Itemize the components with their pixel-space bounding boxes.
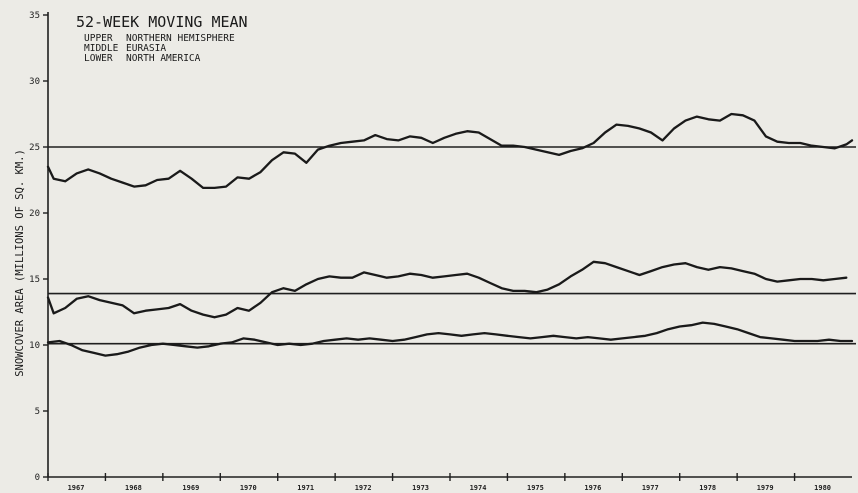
axes xyxy=(43,12,852,481)
x-tick-label: 1980 xyxy=(814,484,831,492)
y-axis-label: SNOWCOVER AREA (MILLIONS OF SQ. KM.) xyxy=(14,149,26,377)
chart-labels: 52-WEEK MOVING MEAN UPPER NORTHERN HEMIS… xyxy=(14,13,248,377)
y-tick-label: 30 xyxy=(29,77,40,87)
series-north-america xyxy=(46,321,854,357)
x-tick-label: 1974 xyxy=(470,484,487,492)
x-tick-label: 1975 xyxy=(527,484,544,492)
reference-lines xyxy=(48,146,856,345)
x-tick-label: 1970 xyxy=(240,484,257,492)
x-tick-label: 1973 xyxy=(412,484,429,492)
y-tick-label: 0 xyxy=(35,473,40,483)
x-tick-label: 1976 xyxy=(584,484,601,492)
y-tick-label: 20 xyxy=(29,209,40,219)
x-tick-label: 1969 xyxy=(182,484,199,492)
y-tick-label: 35 xyxy=(29,11,40,21)
chart-title: 52-WEEK MOVING MEAN xyxy=(76,13,248,31)
y-tick-label: 25 xyxy=(29,143,40,153)
x-tick-label: 1977 xyxy=(642,484,659,492)
legend-position-upper: UPPER xyxy=(84,33,113,44)
legend-label-eurasia: EURASIA xyxy=(126,43,166,54)
tick-labels: 0 5 10 15 20 25 30 35 1967 1968 1969 1970 1971 1972 19… xyxy=(29,11,831,492)
legend-label-northern-hemisphere: NORTHERN HEMISPHERE xyxy=(126,33,235,44)
legend-position-middle: MIDDLE xyxy=(84,43,119,54)
x-tick-label: 1971 xyxy=(297,484,314,492)
x-tick-label: 1978 xyxy=(699,484,716,492)
y-tick-label: 15 xyxy=(29,275,40,285)
x-tick-label: 1972 xyxy=(355,484,372,492)
y-tick-label: 10 xyxy=(29,341,40,351)
y-tick-label: 5 xyxy=(35,407,40,417)
x-tick-label: 1979 xyxy=(757,484,774,492)
series-eurasia xyxy=(46,260,848,319)
legend-label-north-america: NORTH AMERICA xyxy=(126,53,201,64)
series-northern-hemisphere xyxy=(46,112,854,190)
legend-position-lower: LOWER xyxy=(84,53,113,64)
x-tick-label: 1967 xyxy=(68,484,85,492)
series-lines xyxy=(46,112,854,357)
x-tick-label: 1968 xyxy=(125,484,142,492)
